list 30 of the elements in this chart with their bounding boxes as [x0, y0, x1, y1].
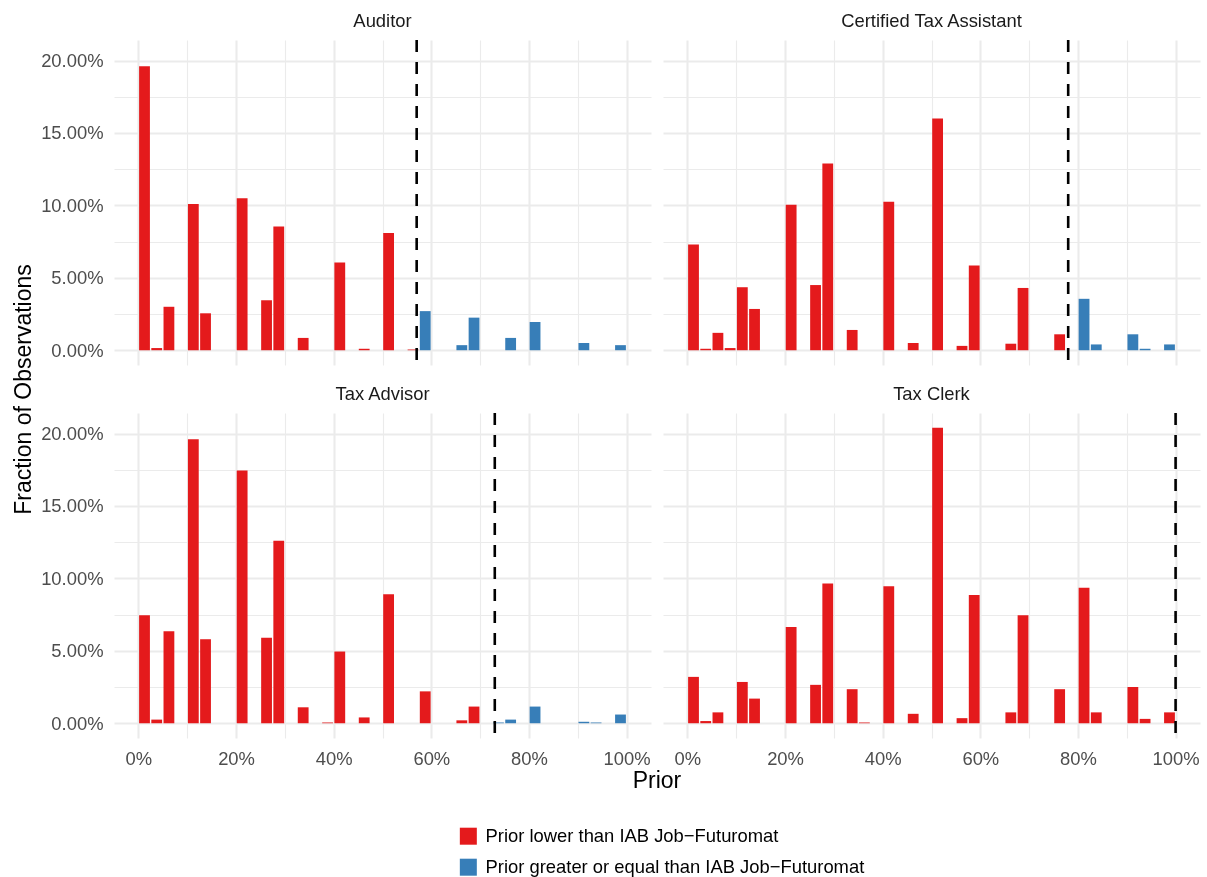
x-tick-label: 100% [603, 747, 651, 769]
legend-label: Prior lower than IAB Job−Futuromat [485, 825, 779, 847]
y-tick-label: 15.00% [41, 122, 104, 144]
y-tick-label: 15.00% [41, 495, 104, 517]
chart-title: Tax Advisor [335, 383, 430, 405]
chart-title: Tax Clerk [893, 383, 971, 405]
y-tick-label: 5.00% [51, 267, 104, 289]
x-tick-label: 100% [1152, 747, 1200, 769]
legend-label: Prior greater or equal than IAB Job−Futuromat [485, 856, 865, 877]
y-tick-label: 20.00% [41, 50, 104, 72]
y-tick-label: 10.00% [41, 567, 104, 589]
x-tick-label: 40% [315, 747, 353, 769]
x-tick-label: 80% [511, 747, 548, 769]
y-tick-label: 10.00% [41, 194, 104, 216]
y-tick-label: 0.00% [51, 339, 104, 361]
y-tick-label: 0.00% [51, 712, 104, 734]
y-axis-title: Fraction of Observations [9, 264, 36, 515]
x-tick-label: 60% [962, 747, 1000, 769]
x-tick-label: 0% [674, 747, 702, 769]
x-axis-title: Prior [632, 767, 682, 793]
x-tick-label: 0% [125, 747, 153, 769]
y-tick-label: 5.00% [51, 640, 104, 662]
x-tick-label: 20% [767, 747, 804, 769]
chart-title: Certified Tax Assistant [841, 10, 1022, 32]
x-tick-label: 20% [218, 747, 255, 769]
y-tick-label: 20.00% [41, 423, 104, 445]
chart-title: Auditor [353, 10, 412, 32]
x-tick-label: 80% [1060, 747, 1097, 769]
x-tick-label: 40% [864, 747, 902, 769]
x-tick-label: 60% [413, 747, 451, 769]
